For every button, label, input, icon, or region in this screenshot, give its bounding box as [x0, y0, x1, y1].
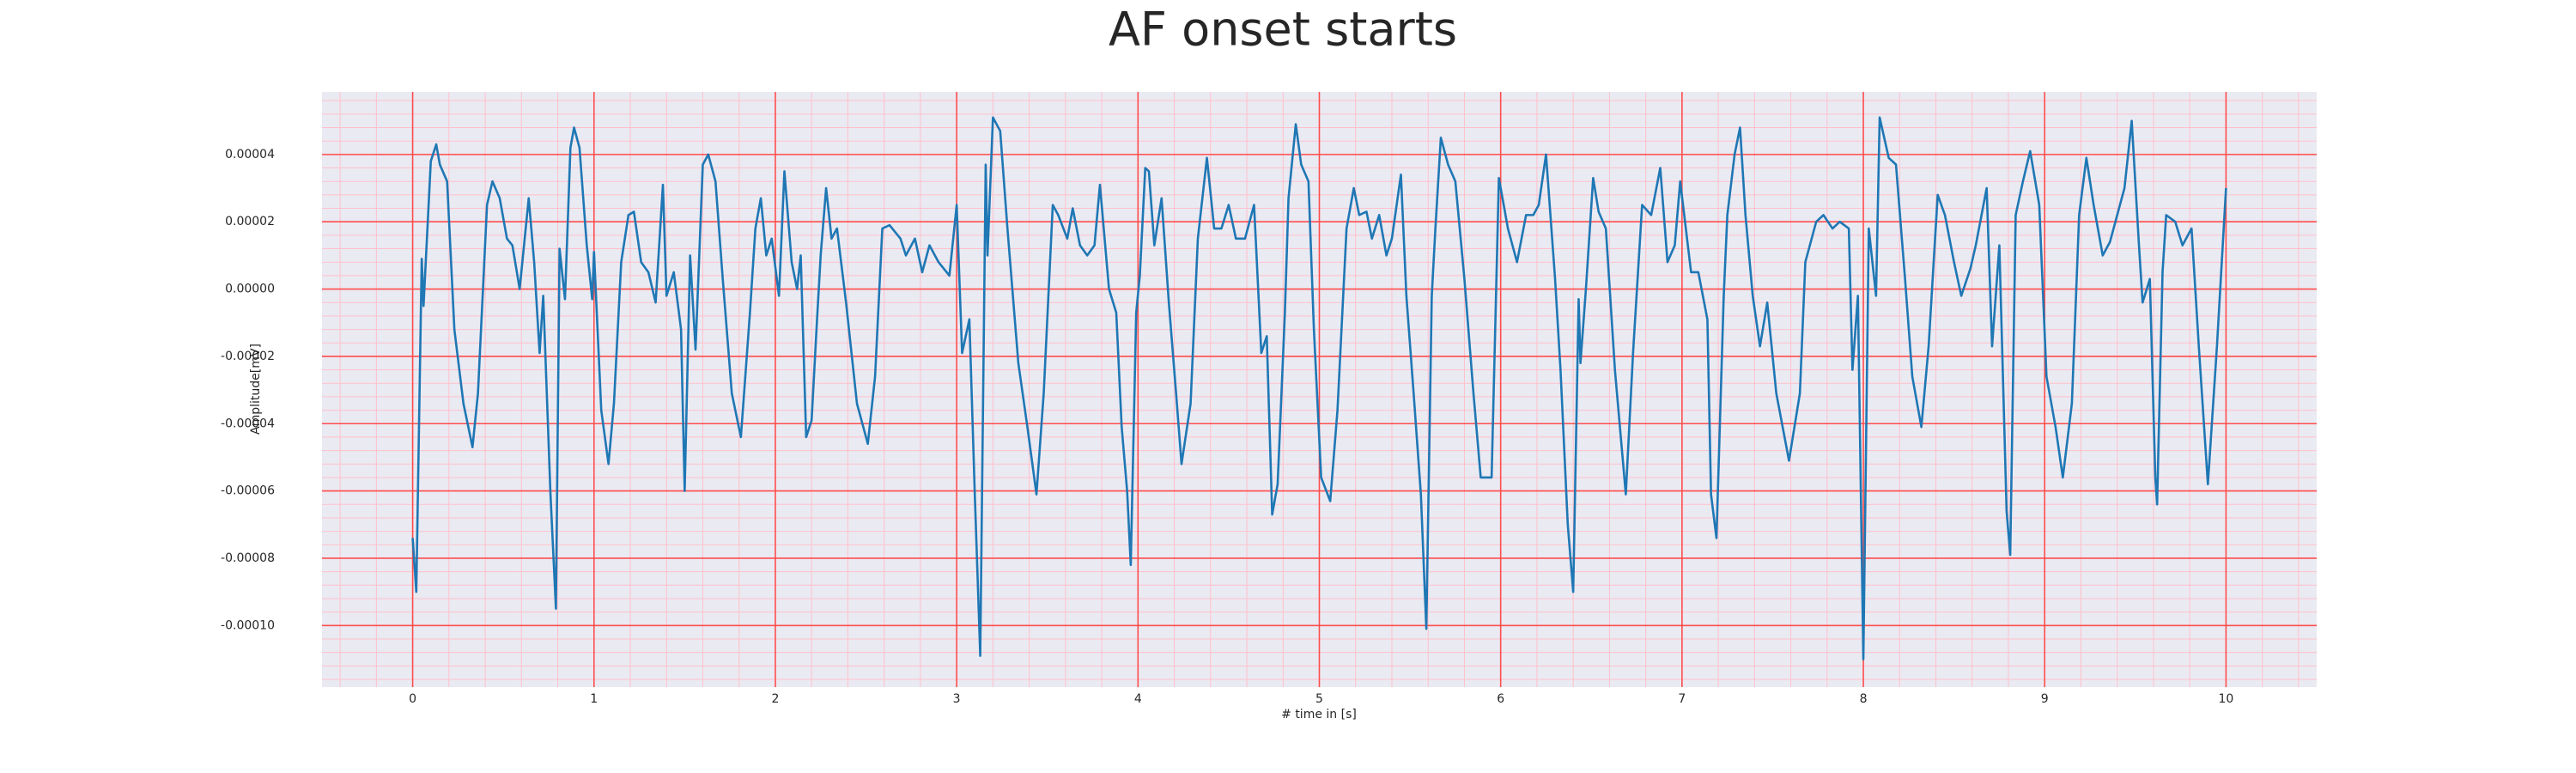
y-tick-label: -0.00006	[221, 484, 275, 498]
x-axis-label: # time in [s]	[1281, 708, 1357, 721]
data-line	[411, 116, 2227, 660]
x-tick-label: 3	[953, 692, 961, 706]
y-tick-label: -0.00004	[221, 417, 275, 430]
x-tick-label: 5	[1315, 692, 1323, 706]
x-tick-label: 8	[1860, 692, 1868, 706]
y-axis-label: Amplitude[mV]	[249, 344, 263, 435]
x-tick-label: 4	[1134, 692, 1142, 706]
x-tick-label: 7	[1678, 692, 1686, 706]
y-tick-label: -0.00002	[221, 350, 275, 363]
y-tick-label: 0.00000	[225, 283, 275, 296]
y-tick-label: 0.00004	[225, 148, 275, 161]
x-tick-label: 6	[1497, 692, 1504, 706]
y-tick-label: -0.00010	[221, 618, 275, 632]
x-tick-label: 2	[771, 692, 779, 706]
x-tick-label: 0	[409, 692, 416, 706]
x-tick-label: 1	[590, 692, 598, 706]
y-tick-label: -0.00008	[221, 551, 275, 565]
x-tick-label: 9	[2041, 692, 2049, 706]
x-tick-label: 10	[2218, 692, 2233, 706]
y-tick-label: 0.00002	[225, 215, 275, 228]
chart-title: AF onset starts	[1109, 3, 1457, 57]
